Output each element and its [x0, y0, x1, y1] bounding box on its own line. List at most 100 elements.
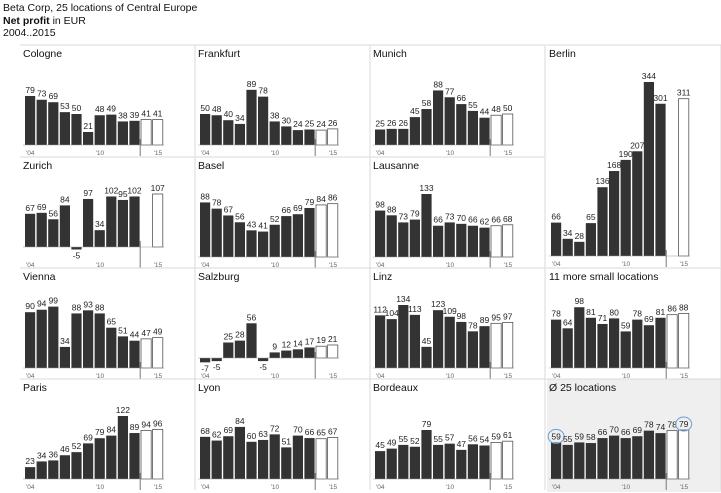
data-label-cologne-2013: 39 [130, 110, 140, 120]
bar-bordeaux-2011 [456, 449, 467, 479]
bar-11-more-small-locations-2005 [562, 328, 573, 368]
header-period: 2004..2015 [3, 27, 56, 39]
bar-salzburg-2012 [292, 349, 303, 358]
data-label-vienna-2010: 88 [95, 302, 105, 312]
bar-munich-2008 [421, 109, 432, 145]
tick-label-cologne-2015: '15 [154, 150, 163, 157]
data-label-11-more-small-locations-2010: 59 [621, 320, 631, 330]
data-label-avg-25-locations-2011: 69 [633, 425, 643, 435]
data-label-lyon-2007: 84 [235, 416, 245, 426]
data-label-bordeaux-2015: 61 [503, 430, 513, 440]
data-label-zurich-2010: 34 [95, 219, 105, 229]
bar-berlin-2010 [620, 159, 631, 256]
data-label-zurich-2007: 84 [60, 194, 70, 204]
data-label-bordeaux-2012: 56 [468, 433, 478, 443]
data-label-avg-25-locations-2015: 79 [679, 419, 689, 429]
bar-avg-25-locations-2015 [678, 429, 690, 480]
panel-title: Lyon [198, 382, 221, 394]
bar-cologne-2013 [129, 120, 140, 145]
bar-lausanne-2008 [421, 194, 432, 257]
data-label-vienna-2013: 44 [130, 330, 140, 340]
bar-lausanne-2012 [467, 225, 478, 257]
bar-vienna-2013 [129, 340, 140, 368]
tick-label-paris-2004: '04 [26, 484, 35, 491]
data-label-salzburg-2015: 21 [328, 334, 338, 344]
bar-linz-2008 [421, 346, 432, 368]
data-label-11-more-small-locations-2013: 81 [656, 307, 666, 317]
bar-basel-2008 [246, 230, 257, 257]
data-label-linz-2005: 104 [385, 308, 399, 318]
bar-avg-25-locations-2007 [585, 443, 596, 479]
data-label-paris-2007: 46 [60, 444, 70, 454]
bar-bordeaux-2013 [479, 445, 490, 479]
bar-berlin-2005 [562, 238, 573, 256]
data-label-lausanne-2005: 88 [387, 204, 397, 214]
data-label-lyon-2006: 69 [224, 425, 234, 435]
bar-basel-2009 [258, 231, 269, 257]
bar-bordeaux-2008 [421, 430, 432, 479]
data-label-linz-2006: 134 [396, 294, 410, 304]
data-label-bordeaux-2004: 45 [375, 440, 385, 450]
panel-title: Basel [198, 160, 224, 172]
panel-title: Vienna [23, 271, 56, 283]
tick-label-11-more-small-locations-2004: '04 [552, 373, 561, 380]
bar-zurich-2004 [25, 213, 36, 247]
data-label-11-more-small-locations-2015: 88 [679, 302, 689, 312]
data-label-zurich-2013: 102 [127, 185, 141, 195]
data-label-11-more-small-locations-2009: 80 [609, 307, 619, 317]
panel-title: Zurich [23, 160, 52, 172]
bar-zurich-2015 [152, 193, 164, 248]
bar-avg-25-locations-2008 [597, 438, 608, 479]
data-label-lausanne-2015: 68 [503, 214, 513, 224]
bar-salzburg-2004 [200, 358, 211, 363]
tick-label-zurich-2010: '10 [96, 262, 105, 269]
data-label-basel-2015: 86 [328, 193, 338, 203]
bar-vienna-2007 [59, 346, 70, 368]
bar-bordeaux-2004 [375, 451, 386, 479]
data-label-munich-2008: 58 [422, 98, 432, 108]
bar-11-more-small-locations-2012 [643, 325, 654, 368]
tick-label-paris-2010: '10 [96, 484, 105, 491]
data-label-salzburg-2010: 9 [272, 341, 277, 351]
bar-avg-25-locations-2006 [574, 442, 585, 479]
bar-frankfurt-2004 [200, 114, 211, 145]
data-label-basel-2012: 69 [293, 203, 303, 213]
data-label-linz-2008: 45 [422, 336, 432, 346]
bar-lausanne-2010 [444, 222, 455, 257]
bar-berlin-2004 [551, 222, 562, 256]
bar-basel-2014 [315, 204, 327, 258]
data-label-paris-2015: 96 [153, 418, 163, 428]
bar-vienna-2005 [36, 309, 47, 368]
data-label-linz-2012: 78 [468, 320, 478, 330]
data-label-munich-2013: 44 [480, 107, 490, 117]
tick-label-salzburg-2010: '10 [271, 373, 280, 380]
tick-label-zurich-2015: '15 [154, 262, 163, 269]
bar-paris-2008 [71, 452, 82, 479]
bar-berlin-2012 [643, 82, 654, 256]
highlight-circle-2004 [547, 428, 565, 444]
data-label-frankfurt-2009: 78 [258, 86, 268, 96]
bar-basel-2015 [327, 203, 339, 258]
bar-frankfurt-2005 [211, 115, 222, 145]
data-label-lyon-2004: 68 [200, 426, 210, 436]
data-label-lyon-2008: 60 [247, 431, 257, 441]
header-unit: in EUR [49, 14, 86, 27]
data-label-basel-2006: 67 [224, 204, 234, 214]
bar-munich-2005 [386, 128, 397, 145]
bar-avg-25-locations-2004 [551, 442, 562, 479]
tick-label-vienna-2015: '15 [154, 373, 163, 380]
data-label-paris-2011: 84 [107, 425, 117, 435]
data-label-munich-2015: 50 [503, 103, 513, 113]
bar-cologne-2009 [83, 131, 94, 145]
data-label-lausanne-2007: 79 [410, 209, 420, 219]
data-label-cologne-2007: 53 [60, 101, 70, 111]
data-label-bordeaux-2006: 55 [399, 434, 409, 444]
bar-berlin-2009 [609, 171, 620, 256]
data-label-frankfurt-2006: 40 [224, 109, 234, 119]
panel-11-more-small-locations: 11 more small locations78649881718059786… [546, 267, 721, 380]
bar-lausanne-2005 [386, 215, 397, 257]
